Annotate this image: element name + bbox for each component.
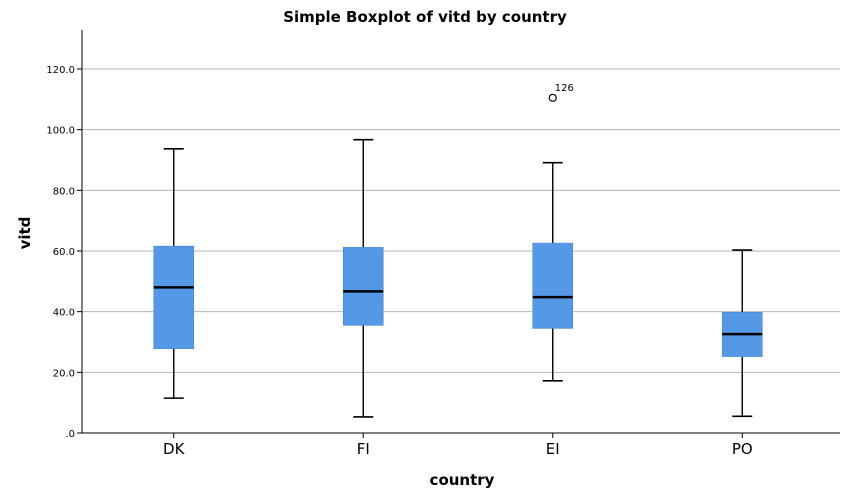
x-tick-label: EI (546, 440, 560, 458)
iqr-box (153, 245, 195, 349)
x-tick-label: PO (732, 440, 753, 458)
y-tick-label: .0 (65, 429, 75, 440)
box-dk (153, 147, 195, 399)
y-tick-label: 100.0 (46, 126, 75, 137)
box-po (721, 249, 763, 418)
y-tick-label: 60.0 (53, 247, 75, 258)
iqr-box (532, 242, 574, 329)
box-ei (532, 161, 574, 382)
box-fi (342, 138, 384, 418)
x-axis-title: country (430, 471, 495, 489)
axes: .0 20.0 40.0 60.0 80.0 100.0 120.0 DK FI EI PO (46, 30, 840, 458)
outlier-point (548, 93, 557, 102)
chart-title: Simple Boxplot of vitd by country (283, 8, 567, 26)
y-tick-label: 120.0 (46, 65, 75, 76)
boxes: 126 (153, 83, 763, 418)
y-tick-label: 40.0 (53, 308, 75, 319)
y-tick-label: 80.0 (53, 186, 75, 197)
x-tick-label: DK (163, 440, 186, 458)
x-tick-label: FI (357, 440, 370, 458)
iqr-box (342, 247, 384, 326)
gridlines (82, 68, 840, 373)
outlier-label: 126 (555, 83, 574, 94)
y-tick-label: 20.0 (53, 368, 75, 379)
y-axis-title: vitd (16, 217, 34, 250)
